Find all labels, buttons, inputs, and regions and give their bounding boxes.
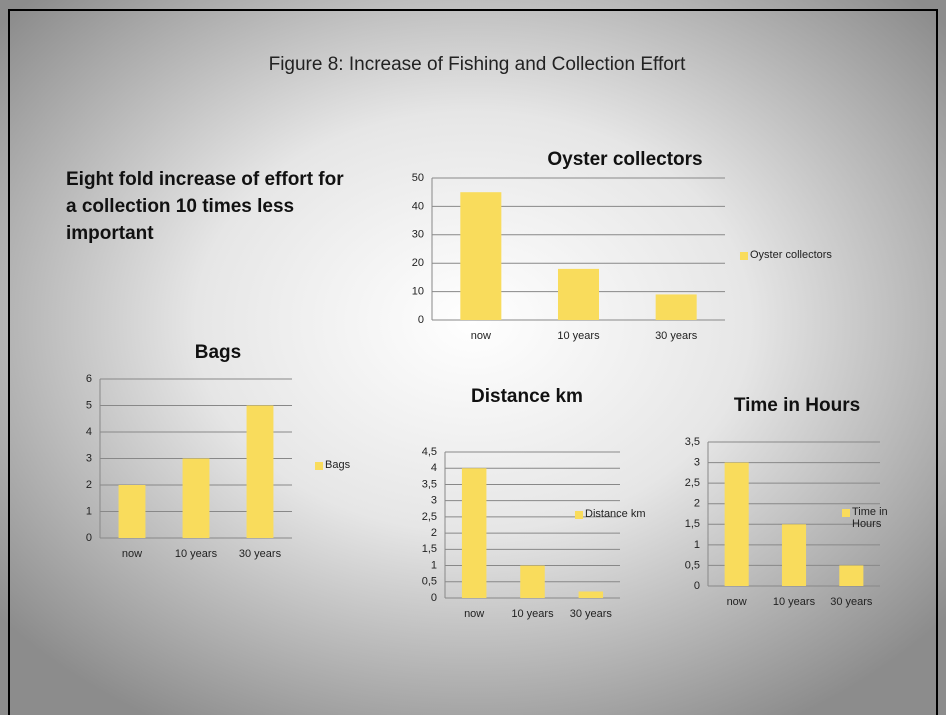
y-tick-label: 1,5 [685,518,700,530]
bar [520,565,545,598]
legend-swatch [842,509,850,517]
y-tick-label: 3,5 [685,436,700,448]
x-tick-label: 30 years [570,608,613,620]
x-tick-label: 10 years [557,330,600,342]
bar [839,565,864,586]
bar [557,268,600,320]
x-tick-label: 30 years [239,548,282,560]
y-tick-label: 2 [86,479,92,491]
y-tick-label: 0 [694,580,700,592]
bar [781,524,807,586]
x-tick-label: now [464,608,484,620]
note: Eight fold increase of effort for a coll… [66,169,344,244]
y-tick-label: 3 [86,452,92,464]
legend-box: Bags [325,459,351,471]
legend-box: Oyster collectors [750,249,832,261]
y-tick-label: 0,5 [422,576,437,588]
legend-label: Distance km [585,508,646,520]
slide-border [8,9,938,715]
note-box: Eight fold increase of effort for a coll… [66,169,344,244]
y-tick-label: 0 [418,314,424,326]
y-tick-label: 10 [412,286,424,298]
chart-title: Distance km [471,386,583,407]
legend-box: Time in Hours [852,506,888,530]
legend-label: Bags [325,459,351,471]
y-tick-label: 20 [412,257,424,269]
bar [578,591,604,598]
chart-title: Time in Hours [734,395,860,416]
bar [461,468,487,598]
y-tick-label: 4 [431,462,437,474]
y-tick-label: 0,5 [685,559,700,571]
bar [724,462,749,586]
legend-label: Oyster collectors [750,249,832,261]
y-tick-label: 5 [86,399,92,411]
y-tick-label: 3 [431,495,437,507]
y-tick-label: 3,5 [422,478,437,490]
y-tick-label: 30 [412,229,424,241]
y-tick-label: 1 [86,505,92,517]
bar [655,294,697,320]
x-tick-label: now [471,330,491,342]
y-tick-label: 3 [694,456,700,468]
legend-box: Distance km [585,508,646,520]
x-tick-label: 30 years [830,596,873,608]
y-tick-label: 1 [694,539,700,551]
x-tick-label: 10 years [175,548,218,560]
y-tick-label: 6 [86,373,92,385]
y-tick-label: 2 [431,527,437,539]
y-tick-label: 40 [412,200,424,212]
legend-swatch [740,252,748,260]
y-tick-label: 4 [86,426,92,438]
x-tick-label: 30 years [655,330,698,342]
y-tick-label: 1,5 [422,543,437,555]
legend-swatch [315,462,323,470]
bar [246,405,274,538]
x-tick-label: now [727,596,747,608]
y-tick-label: 0 [86,532,92,544]
x-tick-label: now [122,548,142,560]
y-tick-label: 2 [694,498,700,510]
bar [460,192,502,320]
slide-title: Figure 8: Increase of Fishing and Collec… [269,54,687,75]
y-tick-label: 2,5 [685,477,700,489]
y-tick-label: 2,5 [422,511,437,523]
legend-label: Time in Hours [852,506,888,530]
y-tick-label: 4,5 [422,446,437,458]
chart-title: Bags [195,342,241,363]
y-tick-label: 50 [412,172,424,184]
legend-swatch [575,511,583,519]
x-tick-label: 10 years [511,608,554,620]
y-tick-label: 1 [431,559,437,571]
bar [118,485,146,538]
chart-title: Oyster collectors [547,149,702,170]
x-tick-label: 10 years [773,596,816,608]
y-tick-label: 0 [431,592,437,604]
bar [182,458,210,538]
